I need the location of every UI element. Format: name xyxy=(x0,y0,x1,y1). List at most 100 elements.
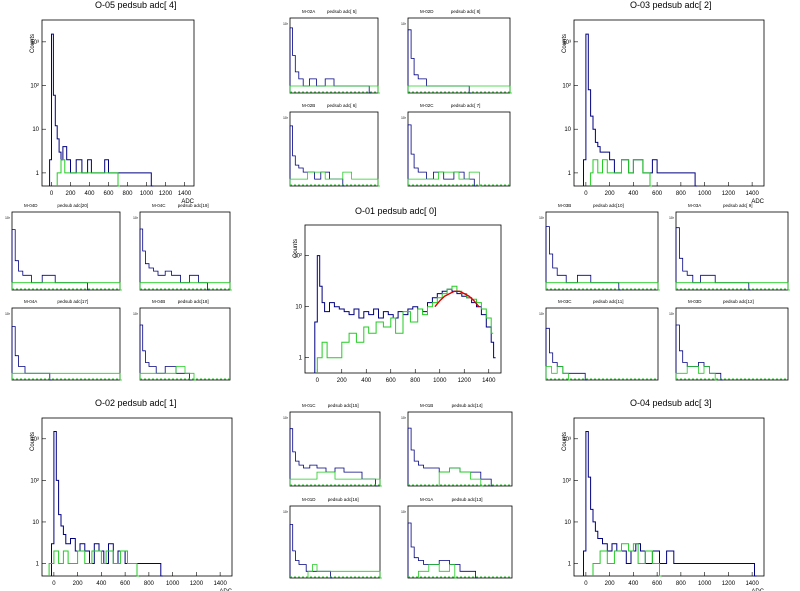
histogram-series-blue xyxy=(11,229,90,291)
panel-title: M-03D xyxy=(688,299,702,304)
plot-frame xyxy=(11,307,121,381)
x-axis-label: ADC xyxy=(181,199,194,205)
panel-title: M-04D xyxy=(24,203,38,208)
panel-title: M-03B xyxy=(558,203,571,208)
x-tick-label: 1400 xyxy=(482,378,496,384)
y-tick-label: 10³ xyxy=(669,216,675,220)
histogram-series-blue xyxy=(289,428,378,487)
panel-m-01d: M-01D pedsub adc[16] 10³ xyxy=(283,497,382,579)
panel-m-04c: M-04C pedsub adc[19] 10³ xyxy=(133,203,232,291)
x-tick-label: 0 xyxy=(50,191,54,197)
panel-title: M-03C xyxy=(558,299,572,304)
x-tick-label: 800 xyxy=(122,191,133,197)
plot-frame xyxy=(675,307,789,381)
histogram-series-blue xyxy=(407,522,478,579)
panel-subtitle: pedsub adc[17] xyxy=(57,299,88,304)
x-tick-label: 1000 xyxy=(166,581,180,587)
plot-frame xyxy=(407,17,511,94)
y-tick-label: 10² xyxy=(293,254,302,260)
y-tick-label: 1 xyxy=(36,562,40,568)
histogram-series-green xyxy=(545,366,571,381)
x-tick-label: 400 xyxy=(361,378,372,384)
y-tick-label: 10 xyxy=(564,520,571,526)
panel-title: O-01 pedsub adc[ 0] xyxy=(355,206,437,216)
panel-title: M-02D xyxy=(420,9,434,14)
x-tick-label: 1400 xyxy=(745,191,759,197)
histogram-series-green xyxy=(11,282,122,291)
histogram-series-blue xyxy=(289,27,372,94)
y-tick-label: 1 xyxy=(568,171,572,177)
x-tick-label: 600 xyxy=(652,581,663,587)
panel-title: M-02B xyxy=(302,103,315,108)
y-tick-label: 10² xyxy=(562,84,571,90)
x-tick-label: 1000 xyxy=(433,378,447,384)
panel-subtitle: pedsub adc[ 5] xyxy=(327,9,357,14)
panel-subtitle: pedsub adc[10] xyxy=(593,203,624,208)
histogram-series-blue xyxy=(583,33,698,187)
panel-title: O-02 pedsub adc[ 1] xyxy=(95,398,177,408)
histogram-series-blue xyxy=(289,524,333,579)
panel-title: O-05 pedsub adc[ 4] xyxy=(95,0,177,10)
panel-subtitle: pedsub adc[18] xyxy=(178,299,209,304)
y-tick-label: 10³ xyxy=(669,312,675,316)
x-tick-label: 800 xyxy=(676,191,687,197)
panel-m-02c: M-02C pedsub adc[ 7] 10³ xyxy=(401,103,511,187)
x-tick-label: 1000 xyxy=(140,191,154,197)
panel-subtitle: pedsub adc[14] xyxy=(452,403,483,408)
panel-o-04: O-04 pedsub adc[ 3] Counts ADC 0 200 400 600 80… xyxy=(562,398,765,591)
y-tick-label: 10³ xyxy=(562,40,571,46)
x-tick-label: 1200 xyxy=(722,191,736,197)
histogram-series-green xyxy=(675,366,718,381)
histogram-series-green xyxy=(307,564,382,579)
panel-title: M-01C xyxy=(302,403,316,408)
x-tick-label: 200 xyxy=(605,191,616,197)
panel-o-01: O-01 pedsub adc[ 0] Counts 0 200 400 600 800 10… xyxy=(293,206,502,384)
x-tick-label: 400 xyxy=(84,191,95,197)
y-axis-label: Counts xyxy=(562,432,568,451)
panel-subtitle: pedsub adc[16] xyxy=(328,497,359,502)
x-axis-label: ADC xyxy=(219,589,232,591)
y-tick-label: 10³ xyxy=(133,312,139,316)
x-tick-label: 800 xyxy=(144,581,155,587)
x-tick-label: 0 xyxy=(584,581,588,587)
panel-title: O-04 pedsub adc[ 3] xyxy=(630,398,712,408)
panel-m-03a: M-03A pedsub adc[ 9] 10³ xyxy=(669,203,790,291)
histogram-series-green xyxy=(11,372,122,381)
plot-frame xyxy=(139,211,231,291)
y-tick-label: 10³ xyxy=(401,416,407,420)
x-tick-label: 1200 xyxy=(159,191,173,197)
y-tick-label: 1 xyxy=(568,562,572,568)
panel-title: M-04B xyxy=(152,299,165,304)
histogram-series-blue xyxy=(675,227,751,291)
histogram-series-green xyxy=(418,564,457,579)
y-tick-label: 10³ xyxy=(5,216,11,220)
plot-frame xyxy=(407,411,513,487)
panel-m-01c: M-01C pedsub adc[15] 10³ xyxy=(283,403,382,487)
panel-subtitle: pedsub adc[ 6] xyxy=(327,103,357,108)
panel-title: M-03A xyxy=(688,203,701,208)
histogram-series-blue xyxy=(139,228,210,291)
y-tick-label: 10³ xyxy=(283,116,289,120)
x-tick-label: 1000 xyxy=(698,581,712,587)
y-tick-label: 10² xyxy=(30,84,39,90)
x-tick-label: 1400 xyxy=(213,581,227,587)
histogram-series-green xyxy=(139,366,196,381)
plot-frame xyxy=(41,417,233,577)
panel-title: M-04C xyxy=(152,203,166,208)
panel-subtitle: pedsub adc[20] xyxy=(57,203,88,208)
panel-m-03b: M-03B pedsub adc[10] 10³ xyxy=(539,203,660,291)
y-axis-label: Counts xyxy=(293,239,299,258)
y-tick-label: 10 xyxy=(32,520,39,526)
y-tick-label: 10³ xyxy=(401,510,407,514)
fit-curve xyxy=(434,290,480,308)
histogram-series-blue xyxy=(545,226,621,291)
panel-title: M-01B xyxy=(420,403,433,408)
x-tick-label: 1000 xyxy=(698,191,712,197)
y-tick-label: 10³ xyxy=(539,312,545,316)
x-tick-label: 200 xyxy=(605,581,616,587)
plot-frame xyxy=(573,417,765,577)
histogram-series-green xyxy=(438,467,483,487)
panel-m-04b: M-04B pedsub adc[18] 10³ xyxy=(133,299,231,381)
panel-subtitle: pedsub adc[13] xyxy=(452,497,483,502)
